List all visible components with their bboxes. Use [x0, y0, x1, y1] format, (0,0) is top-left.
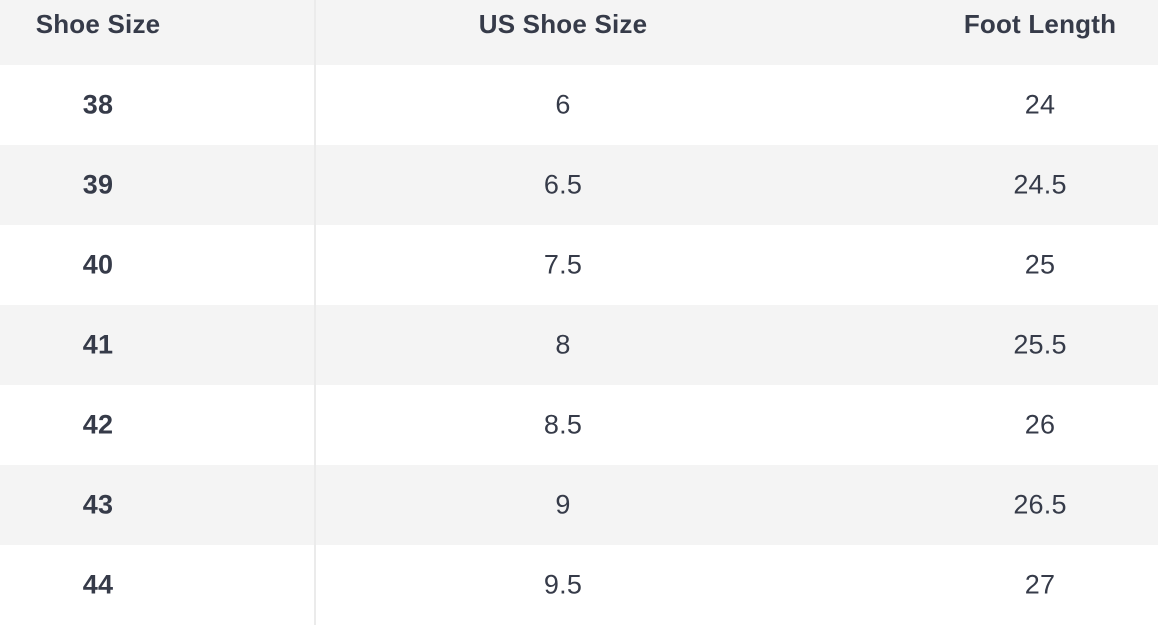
shoe-size-cell: 43 — [82, 489, 114, 520]
table-body: 38 6 24 39 6.5 24.5 40 7.5 25 41 8 25.5 42 8.5 26 43 9 26… — [0, 65, 1158, 625]
column-header-foot-length: Foot Length — [963, 9, 1117, 39]
table-row: 42 8.5 26 — [0, 385, 1158, 465]
us-shoe-size-cell: 6.5 — [543, 169, 583, 200]
foot-length-cell: 26 — [1024, 409, 1056, 440]
table-header-row: Shoe Size US Shoe Size Foot Length — [0, 0, 1158, 65]
us-shoe-size-cell: 9 — [555, 489, 571, 520]
shoe-size-cell: 44 — [82, 569, 114, 600]
foot-length-cell: 25.5 — [1013, 329, 1067, 360]
shoe-size-cell: 41 — [82, 329, 114, 360]
shoe-size-cell: 38 — [82, 89, 114, 120]
table-row: 39 6.5 24.5 — [0, 145, 1158, 225]
foot-length-cell: 24.5 — [1013, 169, 1067, 200]
foot-length-cell: 26.5 — [1013, 489, 1067, 520]
shoe-size-cell: 39 — [82, 169, 114, 200]
shoe-size-cell: 40 — [82, 249, 114, 280]
column-divider — [314, 0, 316, 625]
table-row: 44 9.5 27 — [0, 545, 1158, 625]
shoe-size-cell: 42 — [82, 409, 114, 440]
table-row: 38 6 24 — [0, 65, 1158, 145]
us-shoe-size-cell: 6 — [555, 89, 571, 120]
table-row: 41 8 25.5 — [0, 305, 1158, 385]
column-header-us-shoe-size: US Shoe Size — [478, 9, 648, 39]
us-shoe-size-cell: 8 — [555, 329, 571, 360]
column-header-shoe-size: Shoe Size — [35, 9, 161, 39]
foot-length-cell: 27 — [1024, 569, 1056, 600]
table-row: 40 7.5 25 — [0, 225, 1158, 305]
table-row: 43 9 26.5 — [0, 465, 1158, 545]
us-shoe-size-cell: 7.5 — [543, 249, 583, 280]
foot-length-cell: 25 — [1024, 249, 1056, 280]
foot-length-cell: 24 — [1024, 89, 1056, 120]
us-shoe-size-cell: 8.5 — [543, 409, 583, 440]
us-shoe-size-cell: 9.5 — [543, 569, 583, 600]
